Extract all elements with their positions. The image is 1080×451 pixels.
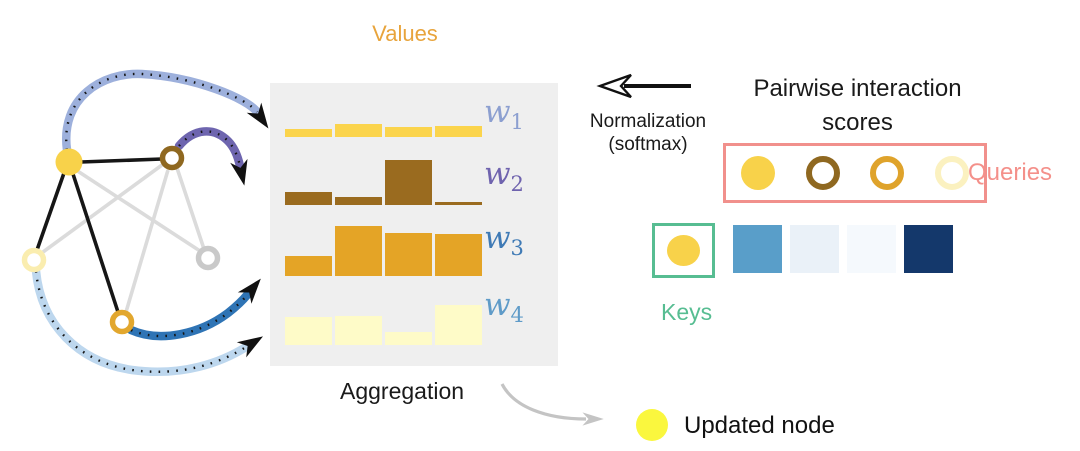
values-panel: w1 w2 w3 w4 [270, 83, 558, 366]
score-square [790, 225, 839, 273]
pairwise-line1: Pairwise interaction [753, 75, 962, 102]
query-node-circle [805, 156, 840, 190]
graph-edges-active [35, 157, 163, 313]
arrow-to-w4-dots [34, 270, 247, 373]
value-bar [385, 332, 432, 345]
edge-center-orange [71, 173, 120, 313]
weight-subscript: 3 [510, 236, 524, 261]
arrow-to-w2 [174, 127, 248, 186]
weight-label-w2: w2 [484, 156, 554, 195]
queries-box [723, 143, 987, 203]
pairwise-line2: scores [822, 109, 893, 136]
value-bar [435, 305, 482, 345]
normalization-arrowhead-icon [596, 73, 632, 99]
arrow-to-w2-dots [178, 130, 242, 167]
normalization-arrow [596, 73, 691, 99]
score-square [904, 225, 953, 273]
attention-arrows [31, 69, 269, 377]
weight-subscript: 1 [510, 110, 524, 135]
value-bar [285, 317, 332, 345]
weight-label-w4: w4 [484, 287, 554, 326]
score-square [733, 225, 782, 273]
weight-letter: w [484, 156, 511, 192]
edge-pale-brown [41, 163, 164, 254]
value-bar [385, 127, 432, 137]
arrow-to-w1 [61, 69, 269, 155]
value-bar [335, 124, 382, 137]
edge-brown-orange [124, 169, 170, 313]
value-bar [335, 226, 382, 276]
pairwise-scores-title: Pairwise interaction scores [740, 72, 975, 140]
value-bar [385, 233, 432, 276]
value-bar [285, 192, 332, 205]
aggregation-label: Aggregation [340, 378, 465, 404]
orange-node [109, 309, 135, 335]
value-bar [385, 160, 432, 205]
weight-letter: w [484, 287, 511, 323]
keys-label: Keys [661, 299, 713, 325]
interaction-score-squares [733, 225, 953, 273]
gray-node [195, 245, 221, 271]
edge-center-gray [75, 168, 201, 253]
pale-node [21, 247, 47, 273]
graph-edges-inactive [41, 163, 206, 313]
query-node-circle [741, 156, 775, 190]
weight-label-w1: w1 [484, 94, 554, 133]
arrow-to-w3-dots [130, 293, 249, 338]
weight-letter: w [484, 94, 511, 130]
arrow-to-w1-dots [65, 72, 258, 151]
value-bar [285, 129, 332, 137]
graph-nodes [21, 145, 221, 335]
normalization-line2: (softmax) [608, 134, 688, 155]
values-title: Values [372, 21, 438, 46]
weight-subscript: 4 [510, 303, 524, 328]
arrow-to-w4 [31, 266, 264, 377]
values-bars-row-1 [285, 85, 482, 137]
value-bar [335, 316, 382, 345]
keys-box [652, 223, 715, 278]
brown-node [159, 145, 185, 171]
values-bars-row-2 [285, 153, 482, 205]
query-node-circle [870, 156, 905, 190]
normalization-line1: Normalization [589, 111, 707, 132]
query-node-circle [934, 156, 969, 190]
center-node [55, 148, 83, 176]
edge-center-pale [35, 172, 66, 251]
values-bars-row-3 [285, 224, 482, 276]
value-bar [435, 234, 482, 276]
arrow-to-w3 [126, 278, 261, 341]
weight-letter: w [484, 220, 511, 256]
edge-brown-gray [175, 167, 206, 250]
edge-center-brown [80, 157, 163, 164]
weight-label-w3: w3 [484, 220, 554, 259]
updated-node-circle [636, 409, 668, 441]
value-bar [435, 126, 482, 137]
updated-node-label: Updated node [684, 412, 835, 439]
weight-subscript: 2 [510, 172, 524, 197]
values-bars-row-4 [285, 293, 482, 345]
value-bar [285, 256, 332, 276]
score-square [847, 225, 896, 273]
normalization-label: Normalization (softmax) [583, 110, 713, 156]
queries-label: Queries [968, 159, 1053, 186]
value-bar [435, 202, 482, 205]
aggregation-arrow [500, 383, 604, 426]
value-bar [335, 197, 382, 205]
key-node-circle [667, 235, 700, 266]
